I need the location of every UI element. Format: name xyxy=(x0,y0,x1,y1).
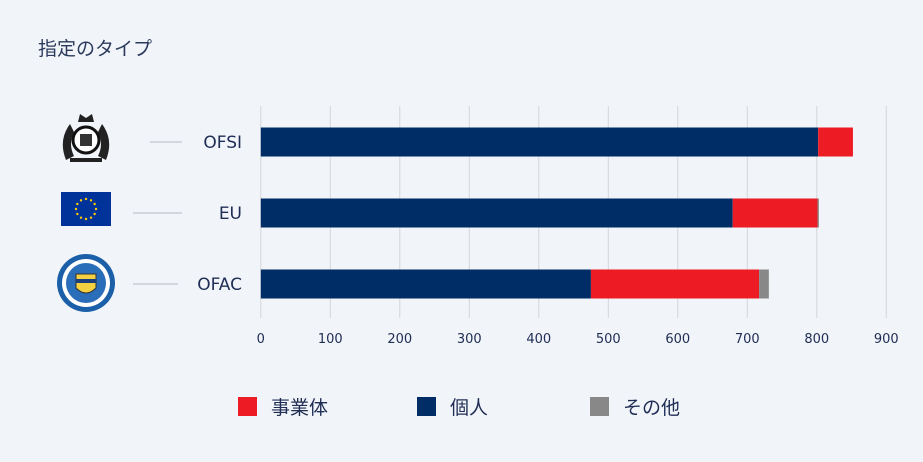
legend-item-other[interactable]: その他 xyxy=(590,393,680,420)
x-tick-label: 0 xyxy=(257,332,265,347)
legend-item-entity[interactable]: 事業体 xyxy=(238,393,328,420)
x-tick-label: 700 xyxy=(735,332,760,347)
x-tick-label: 300 xyxy=(457,332,482,347)
category-label: OFAC xyxy=(197,275,242,295)
bar-segment[interactable] xyxy=(818,127,853,157)
bar-segment[interactable] xyxy=(590,269,760,299)
bar-segment[interactable] xyxy=(817,198,819,228)
bar-segment[interactable] xyxy=(260,269,591,299)
x-tick-label: 800 xyxy=(804,332,829,347)
legend-swatch xyxy=(590,397,609,416)
bar-segment[interactable] xyxy=(732,198,818,228)
legend-item-individual[interactable]: 個人 xyxy=(417,393,488,420)
x-tick-label: 400 xyxy=(526,332,551,347)
legend-label: 個人 xyxy=(450,397,489,419)
bar-segment[interactable] xyxy=(759,269,769,299)
x-tick-label: 100 xyxy=(318,332,343,347)
uk-royal-coat-of-arms-icon xyxy=(62,114,110,162)
eu-flag-icon xyxy=(61,192,111,226)
legend-swatch xyxy=(238,397,257,416)
bar-segment[interactable] xyxy=(260,127,819,157)
x-tick-label: 600 xyxy=(665,332,690,347)
legend-label: その他 xyxy=(623,397,681,419)
x-tick-label: 500 xyxy=(596,332,621,347)
chart-title: 指定のタイプ xyxy=(38,38,153,60)
legend-label: 事業体 xyxy=(271,397,329,419)
x-tick-label: 200 xyxy=(387,332,412,347)
x-tick-label: 900 xyxy=(874,332,899,347)
legend-swatch xyxy=(417,397,436,416)
category-label: EU xyxy=(219,204,242,224)
bar-segment[interactable] xyxy=(260,198,733,228)
us-treasury-seal-icon xyxy=(57,254,115,312)
category-label: OFSI xyxy=(203,133,242,153)
